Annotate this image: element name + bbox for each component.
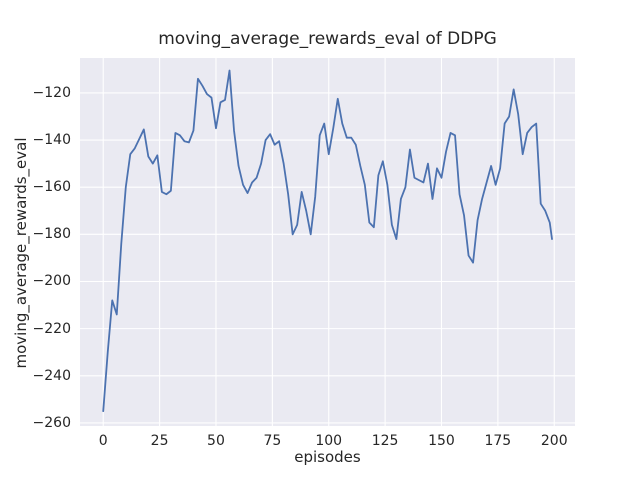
y-tick-label: −220 [32, 320, 71, 337]
y-tick-label: −260 [32, 414, 71, 431]
x-tick-label: 25 [150, 433, 169, 449]
y-tick-label: −200 [32, 273, 71, 290]
y-tick-label: −180 [32, 226, 71, 243]
chart-title: moving_average_rewards_eval of DDPG [158, 29, 497, 49]
y-tick-label: −140 [32, 132, 71, 149]
x-tick-label: 75 [263, 433, 282, 449]
x-tick-label: 100 [315, 433, 343, 449]
x-tick-label: 50 [207, 433, 225, 449]
x-tick-label: 125 [371, 433, 399, 449]
plot-canvas [80, 58, 575, 426]
y-tick-label: −120 [32, 84, 71, 101]
x-tick-label: 175 [484, 433, 512, 449]
plot-area [80, 58, 575, 426]
x-axis-label: episodes [294, 448, 361, 466]
x-tick-label: 150 [428, 433, 455, 449]
reward-line [102, 69, 553, 413]
x-tick-label: 0 [98, 433, 108, 449]
y-tick-label: −160 [32, 179, 71, 196]
y-tick-label: −240 [32, 367, 71, 384]
x-tick-label: 200 [540, 433, 568, 449]
